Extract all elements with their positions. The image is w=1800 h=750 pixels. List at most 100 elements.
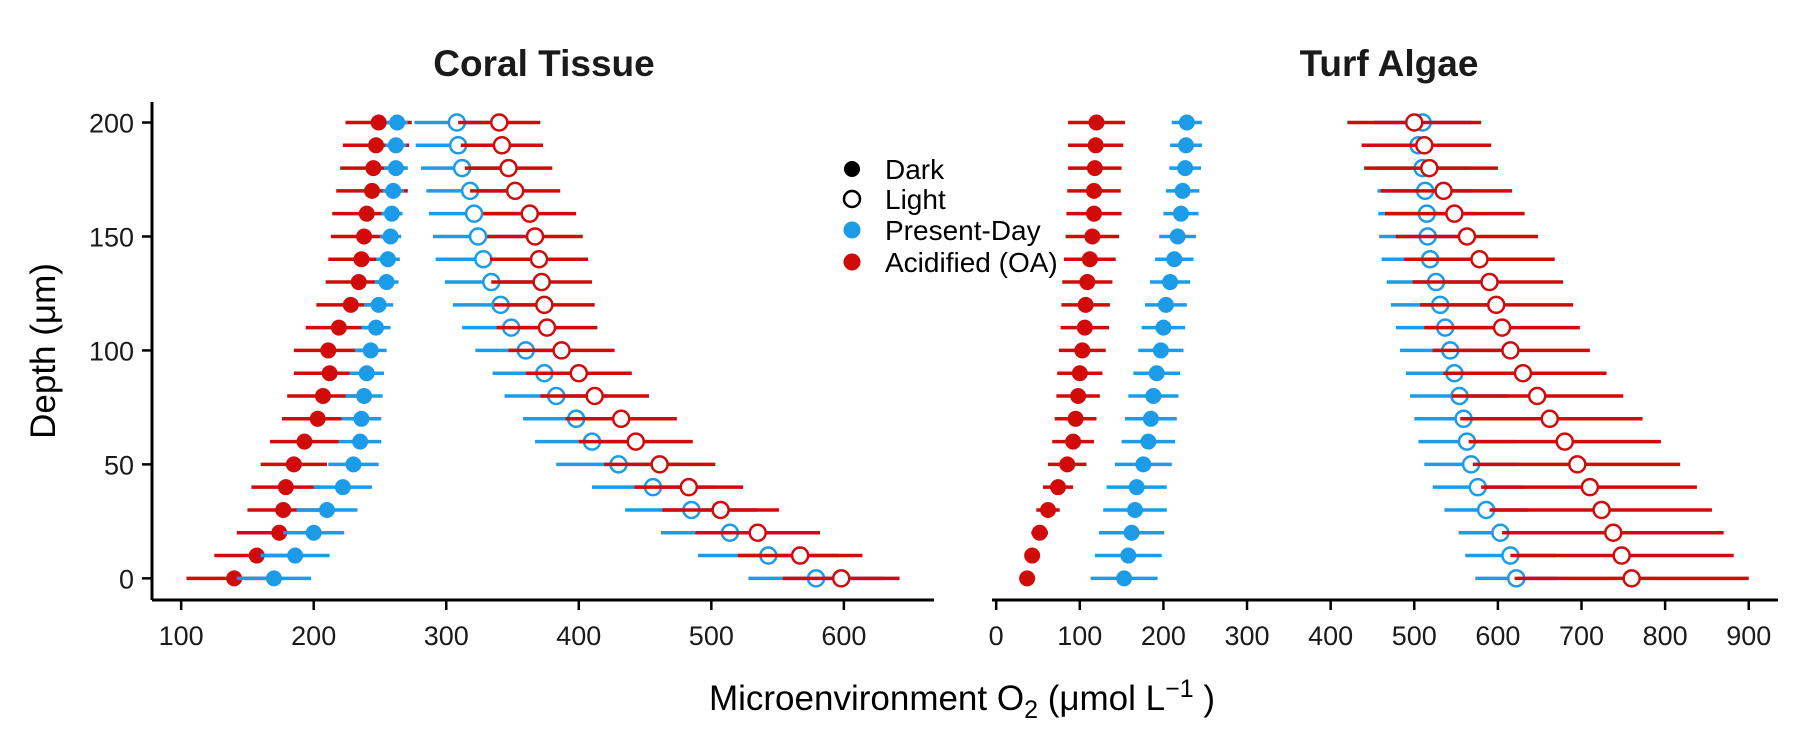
x-tick-label: 200 [291,621,336,651]
point-acidified-light [537,318,557,337]
point-acidified-light [626,432,646,451]
point-acidified-dark [1076,319,1093,336]
axis-ticks: 100 200 300 400 500 600 0 50 100 150 200 [89,109,866,651]
point-present-day-dark [1177,137,1194,154]
point-acidified-dark [1087,137,1104,154]
point-acidified-light [1405,113,1424,132]
point-acidified-dark [1086,205,1103,222]
point-acidified-light [748,523,767,543]
point-acidified-light [611,409,631,429]
point-acidified-light [529,250,549,269]
point-present-day-dark [1152,342,1169,359]
point-present-day-light [468,227,488,246]
point-present-day-dark [1166,251,1183,268]
x-tick-label: 200 [1141,621,1186,651]
point-acidified-dark [1050,479,1067,496]
point-acidified-light [1592,500,1611,520]
point-acidified-dark [277,479,294,496]
legend-label-light: Light [885,184,946,215]
legend-label-present-day: Present-Day [885,215,1041,246]
y-tick-label: 200 [89,109,134,139]
data-marks [186,113,900,588]
point-acidified-dark [342,296,359,313]
point-present-day-dark [345,456,362,473]
point-acidified-light [552,341,571,360]
point-present-day-dark [1145,388,1162,405]
panel-title-coral: Coral Tissue [433,43,654,84]
y-tick-label: 100 [89,336,134,366]
point-present-day-dark [1116,570,1133,587]
point-acidified-dark [1074,342,1091,359]
point-acidified-dark [1086,182,1103,199]
point-acidified-dark [309,410,326,427]
x-axis-title-main: Microenvironment O [709,679,1024,718]
point-present-day-dark [379,251,396,268]
point-present-day-dark [1169,228,1186,245]
point-present-day-dark [1128,479,1145,496]
point-acidified-light [1527,386,1547,406]
point-acidified-dark [1059,456,1076,473]
point-acidified-light [1415,136,1434,155]
point-acidified-light [585,386,604,406]
point-acidified-dark [1031,524,1048,541]
point-acidified-dark [285,456,302,473]
point-present-day-dark [370,296,387,313]
point-present-day-dark [305,524,322,541]
point-acidified-light [1622,569,1641,588]
x-tick-label: 900 [1726,621,1771,651]
point-acidified-light [1480,272,1499,292]
point-acidified-dark [358,205,375,222]
y-tick-label: 150 [89,222,134,252]
point-present-day-dark [1162,274,1179,291]
point-acidified-light [1604,523,1623,543]
point-acidified-light [1580,477,1600,497]
y-tick-label: 50 [104,450,134,480]
point-present-day-dark [1120,547,1137,564]
legend-label-acidified: Acidified (OA) [885,247,1058,278]
point-present-day-dark [265,570,282,587]
point-present-day-dark [1140,433,1157,450]
point-acidified-dark [1019,570,1036,587]
point-acidified-dark [320,342,337,359]
x-axis-title: Microenvironment O2 (μmol L−1 ) [709,675,1215,724]
point-acidified-light [1470,250,1489,269]
legend-item-light: Light [842,184,946,215]
point-present-day-dark [1177,160,1194,177]
point-acidified-light [1420,158,1439,178]
coral-tissue-panel: 100 200 300 400 500 600 0 50 100 150 200 [89,102,934,651]
legend-marker-dark [844,161,860,177]
point-present-day-dark [389,114,406,131]
point-present-day-dark [352,433,369,450]
axis-ticks: 0 100 200 300 400 500 600 700 800 900 [989,600,1771,651]
point-acidified-light [1501,341,1520,360]
point-acidified-light [1540,409,1559,429]
y-tick-label: 0 [119,564,134,594]
point-present-day-dark [385,182,402,199]
point-acidified-light [490,113,509,132]
point-acidified-light [1555,432,1575,451]
point-present-day-dark [353,410,370,427]
point-acidified-light [790,546,810,565]
x-tick-label: 600 [1475,621,1520,651]
legend-marker-light [842,189,862,209]
point-acidified-dark [353,251,370,268]
point-acidified-dark [1040,501,1057,518]
point-acidified-dark [1065,433,1082,450]
x-tick-label: 700 [1559,621,1604,651]
point-present-day-dark [1174,182,1191,199]
point-present-day-dark [1172,205,1189,222]
point-acidified-dark [1079,274,1096,291]
point-present-day-dark [334,479,351,496]
point-present-day-dark [362,342,379,359]
point-acidified-light [499,158,518,178]
point-present-day-dark [1155,319,1172,336]
y-axis-title: Depth (μm) [24,263,63,439]
x-tick-label: 100 [1057,621,1102,651]
point-present-day-light [464,204,484,223]
point-acidified-dark [365,160,382,177]
x-tick-label: 300 [1225,621,1270,651]
point-acidified-dark [321,365,338,382]
point-acidified-light [1492,318,1512,337]
legend: Dark Light Present-Day Acidified (OA) [842,154,1058,278]
